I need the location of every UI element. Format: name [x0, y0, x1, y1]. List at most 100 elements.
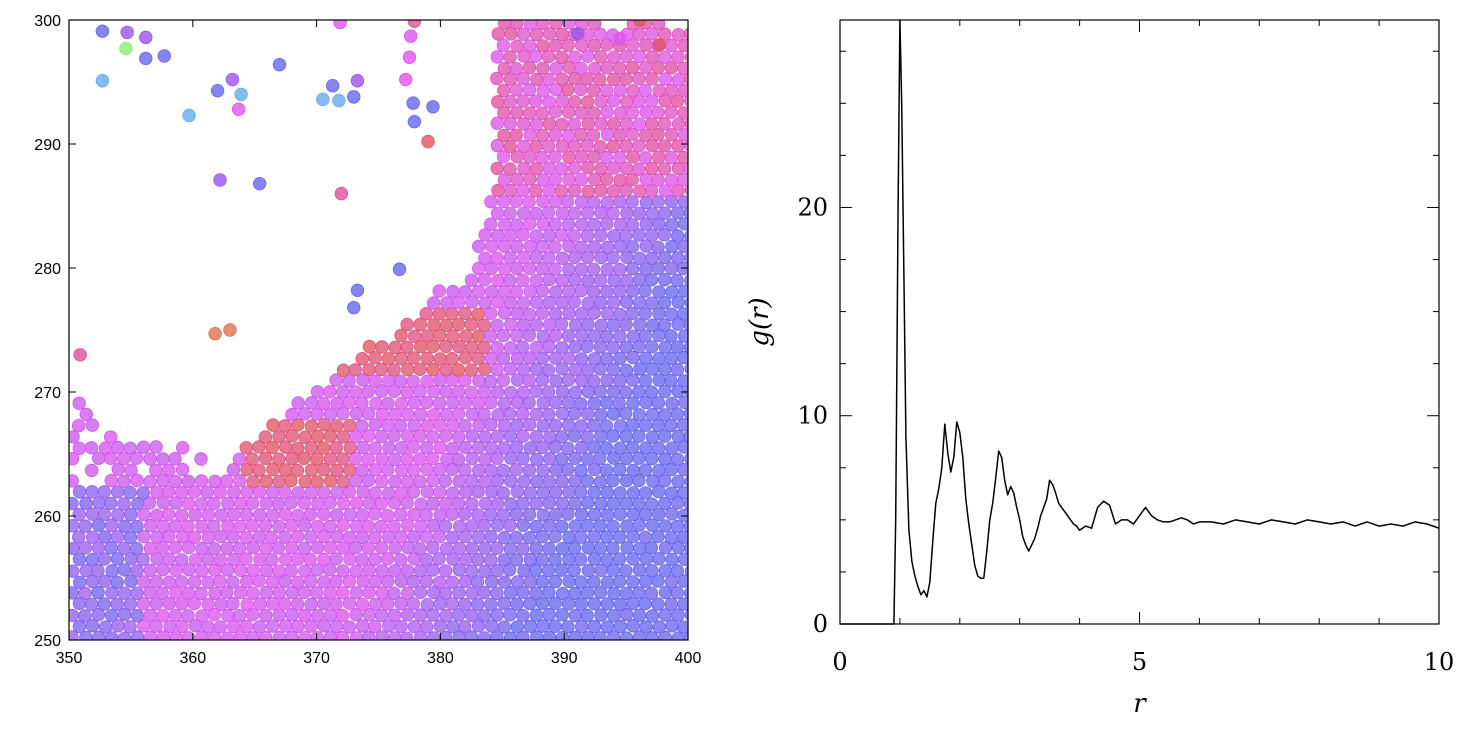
particle-point — [555, 362, 569, 376]
particle-point — [658, 474, 672, 488]
particle-point — [149, 440, 163, 454]
particle-point — [175, 441, 190, 455]
particle-point — [522, 373, 536, 388]
particle-point — [136, 440, 151, 454]
particle-point — [245, 496, 260, 510]
particle-point — [684, 251, 688, 264]
particle-point — [69, 474, 79, 488]
particle-point — [387, 519, 401, 533]
particle-point — [677, 508, 688, 522]
particle-point — [374, 429, 389, 444]
particle-point — [356, 485, 370, 499]
isolated-particle-point — [223, 323, 237, 337]
particle-point — [310, 385, 325, 399]
particle-point — [420, 395, 434, 410]
particle-point — [625, 60, 640, 75]
particle-point — [483, 374, 498, 389]
particle-point — [549, 374, 563, 388]
particle-point — [477, 518, 491, 533]
particle-point — [72, 396, 86, 411]
particle-point — [69, 519, 80, 533]
particle-point — [477, 273, 492, 287]
particle-point — [671, 295, 686, 309]
particle-point — [420, 462, 434, 477]
particle-point — [684, 274, 688, 287]
particle-point — [600, 373, 614, 388]
particle-point — [613, 150, 627, 165]
particle-point — [246, 475, 261, 489]
particle-point — [594, 497, 608, 511]
particle-point — [174, 485, 189, 500]
particle-point — [677, 374, 688, 388]
particle-point — [375, 586, 390, 600]
particle-point — [472, 239, 486, 254]
particle-point — [503, 362, 518, 376]
particle-point — [400, 385, 414, 400]
particle-point — [498, 262, 512, 276]
particle-point — [677, 195, 688, 209]
particle-point — [368, 620, 382, 634]
particle-point — [451, 295, 466, 310]
particle-point — [523, 217, 537, 231]
particle-point — [174, 575, 189, 589]
particle-point — [381, 352, 396, 366]
particle-point — [85, 418, 100, 432]
particle-point — [657, 318, 672, 332]
particle-point — [671, 631, 685, 640]
particle-point — [548, 105, 563, 119]
particle-point — [496, 463, 511, 478]
particle-point — [497, 530, 512, 545]
particle-point — [304, 396, 319, 410]
particle-point — [683, 341, 688, 354]
particle-point — [645, 451, 659, 466]
particle-point — [143, 452, 157, 466]
particle-point — [671, 184, 685, 198]
particle-point — [510, 239, 524, 254]
particle-point — [574, 552, 588, 566]
particle-point — [253, 508, 267, 522]
particle-point — [143, 608, 157, 623]
particle-point — [195, 609, 209, 623]
isolated-particle-point — [208, 327, 222, 341]
particle-point — [561, 620, 575, 634]
particle-point — [535, 351, 550, 365]
particle-point — [600, 240, 615, 255]
particle-point — [491, 385, 505, 399]
particle-point — [658, 206, 672, 220]
particle-point — [633, 296, 647, 310]
particle-point — [297, 496, 312, 510]
particle-point — [529, 608, 544, 622]
particle-point — [549, 285, 563, 299]
particle-point — [478, 296, 493, 310]
particle-point — [670, 340, 685, 354]
particle-point — [394, 328, 408, 343]
particle-point — [361, 452, 376, 467]
particle-point — [638, 507, 653, 522]
particle-point — [632, 71, 646, 86]
particle-point — [522, 531, 537, 545]
particle-point — [471, 597, 485, 612]
particles-group — [69, 20, 688, 640]
particle-point — [343, 441, 358, 455]
particle-point — [277, 597, 292, 611]
particle-point — [252, 485, 267, 499]
particle-point — [329, 441, 344, 455]
particle-point — [433, 440, 448, 455]
particle-point — [625, 440, 640, 455]
particle-scatter-svg: 350 360 370 380 390 400 250 260 270 280 290 300 — [34, 13, 701, 667]
particle-point — [645, 94, 659, 108]
particle-point — [413, 384, 427, 398]
particle-point — [291, 486, 305, 500]
particle-point — [638, 284, 652, 298]
particle-point — [324, 540, 338, 555]
particle-point — [387, 429, 401, 443]
particle-point — [342, 374, 356, 388]
particle-point — [433, 352, 447, 366]
particle-point — [252, 530, 267, 544]
particle-point — [265, 508, 280, 522]
particle-point — [503, 341, 518, 355]
particle-point — [593, 295, 608, 310]
particle-point — [652, 463, 666, 478]
particle-point — [684, 118, 688, 130]
particle-point — [562, 150, 576, 165]
